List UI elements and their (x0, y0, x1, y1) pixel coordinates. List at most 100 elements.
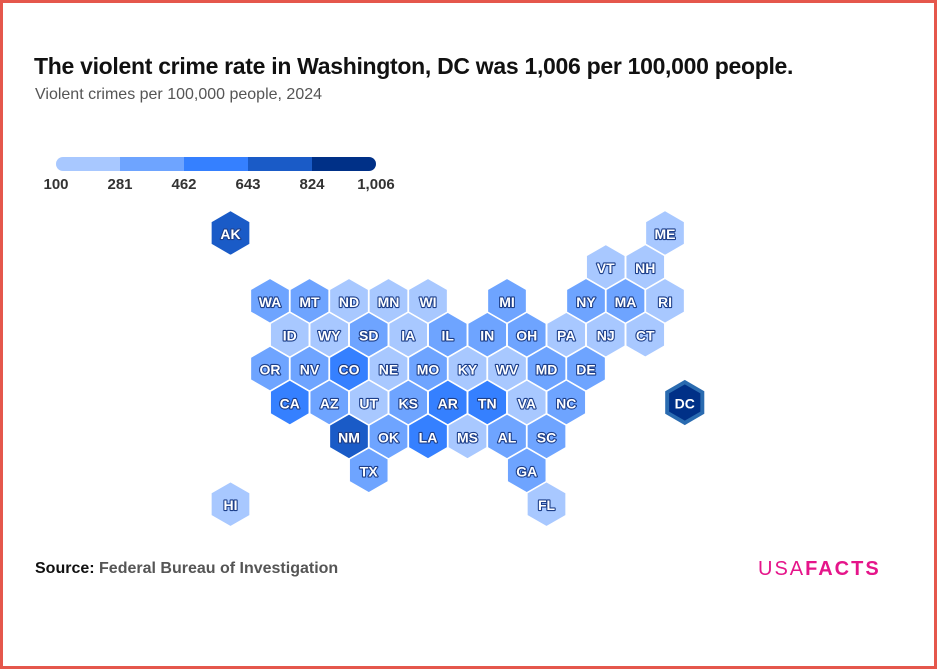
state-hex-nd[interactable]: ND (328, 277, 370, 325)
legend-tick-label: 281 (107, 176, 132, 193)
state-hex-ia[interactable]: IA (387, 311, 429, 359)
state-label: CT (636, 328, 655, 344)
state-hex-wy[interactable]: WY (308, 311, 350, 359)
state-label: LA (419, 429, 438, 445)
state-hex-ny[interactable]: NY (565, 277, 607, 325)
state-hex-wa[interactable]: WA (249, 277, 291, 325)
state-label: NJ (597, 328, 615, 344)
state-hex-ms[interactable]: MS (447, 412, 488, 460)
logo-part1: USA (758, 558, 806, 580)
state-label: OK (378, 429, 399, 445)
state-label: VA (518, 396, 536, 412)
state-hex-wv[interactable]: WV (486, 345, 528, 393)
state-label: AZ (320, 396, 339, 412)
state-label: DE (576, 362, 595, 378)
state-hex-va[interactable]: VA (506, 379, 548, 426)
state-label: UT (359, 396, 378, 412)
source-line: Source: Federal Bureau of Investigation (35, 560, 338, 578)
state-label: TX (360, 463, 379, 479)
legend-swatch (312, 157, 376, 171)
state-hex-la[interactable]: LA (407, 412, 449, 460)
state-hex-ma[interactable]: MA (605, 277, 646, 325)
state-label: MN (378, 294, 400, 310)
state-label: NC (556, 396, 576, 412)
legend-tick-label: 1,006 (357, 176, 395, 193)
hex-shape (624, 311, 666, 359)
state-hex-nj[interactable]: NJ (585, 311, 627, 359)
state-label: AK (220, 226, 240, 242)
state-label: NM (338, 429, 360, 445)
state-label: WY (318, 328, 341, 344)
state-hex-in[interactable]: IN (466, 311, 508, 359)
hex-shape (210, 209, 251, 257)
logo-part2: FACTS (805, 558, 881, 580)
state-label: NE (379, 362, 398, 378)
state-label: IL (442, 328, 455, 344)
state-hex-ks[interactable]: KS (387, 379, 429, 426)
state-label: IA (401, 328, 415, 344)
legend-tick-label: 462 (171, 176, 196, 193)
state-label: DC (675, 396, 695, 412)
state-hex-hi[interactable]: HI (210, 480, 251, 528)
state-hex-fl[interactable]: FL (526, 480, 567, 528)
state-label: PA (557, 328, 575, 344)
state-label: MA (615, 294, 637, 310)
hex-shape (526, 480, 567, 528)
legend-swatch (56, 157, 121, 171)
state-label: NH (635, 260, 655, 276)
state-label: HI (224, 497, 238, 513)
state-label: ME (655, 226, 676, 242)
state-hex-ga[interactable]: GA (506, 446, 548, 494)
legend-swatch (120, 157, 185, 171)
state-label: CA (280, 396, 300, 412)
state-hex-ca[interactable]: CA (269, 379, 311, 426)
legend-tick-label: 824 (299, 176, 325, 193)
source-label: Source: (35, 560, 95, 577)
state-hex-ak[interactable]: AK (210, 209, 251, 257)
state-hex-me[interactable]: ME (644, 209, 686, 257)
state-label: WV (496, 362, 519, 378)
state-hex-id[interactable]: ID (269, 311, 311, 359)
state-label: AR (438, 396, 458, 412)
state-label: GA (516, 463, 537, 479)
source-value: Federal Bureau of Investigation (99, 560, 339, 577)
state-label: ND (339, 294, 359, 310)
legend-swatch (184, 157, 249, 171)
state-label: TN (478, 396, 497, 412)
state-label: VT (597, 260, 615, 276)
state-label: FL (538, 497, 556, 513)
state-hex-nc[interactable]: NC (545, 379, 587, 426)
state-label: AL (498, 429, 517, 445)
state-hex-nm[interactable]: NM (328, 412, 370, 460)
state-hex-ct[interactable]: CT (624, 311, 666, 359)
state-label: ID (283, 328, 297, 344)
state-hex-dc[interactable]: DC (665, 379, 705, 426)
state-hex-ar[interactable]: AR (427, 379, 469, 426)
state-hex-or[interactable]: OR (249, 345, 291, 393)
state-label: MT (299, 294, 320, 310)
legend-swatch (248, 157, 313, 171)
legend-tick-label: 100 (43, 176, 68, 193)
state-label: KS (399, 396, 418, 412)
state-label: SC (537, 429, 556, 445)
hex-shape (210, 480, 251, 528)
state-label: WI (419, 294, 436, 310)
state-hex-ri[interactable]: RI (644, 277, 686, 325)
state-hex-mt[interactable]: MT (289, 277, 330, 325)
state-hex-wi[interactable]: WI (407, 277, 449, 325)
state-label: RI (658, 294, 672, 310)
chart-title: The violent crime rate in Washington, DC… (34, 53, 794, 79)
state-label: IN (480, 328, 494, 344)
usafacts-logo: USAFACTS (758, 558, 881, 581)
state-hex-co[interactable]: CO (328, 345, 370, 393)
state-hex-md[interactable]: MD (526, 345, 567, 393)
state-label: WA (259, 294, 282, 310)
state-label: OR (260, 362, 281, 378)
state-label: NY (576, 294, 596, 310)
state-label: MS (457, 429, 478, 445)
state-hex-ut[interactable]: UT (348, 379, 390, 426)
state-label: SD (359, 328, 378, 344)
state-hex-tx[interactable]: TX (348, 446, 390, 494)
state-label: MO (417, 362, 440, 378)
